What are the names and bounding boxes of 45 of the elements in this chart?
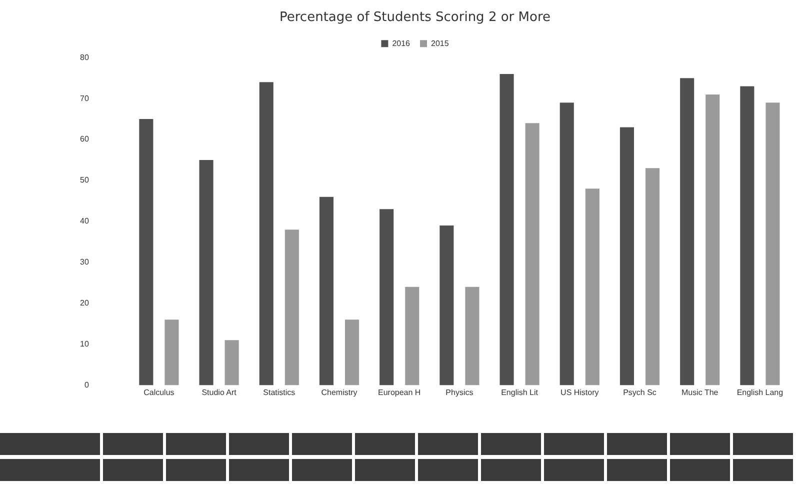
bar (224, 340, 239, 386)
y-tick-label: 20 (80, 298, 90, 308)
y-tick-label: 30 (80, 258, 90, 267)
bar (525, 123, 540, 386)
x-tick-label: Physics (446, 388, 474, 398)
y-tick-label: 60 (80, 134, 90, 144)
bar (706, 94, 720, 386)
bar (139, 119, 154, 386)
y-tick-label: 0 (84, 380, 90, 390)
bar (199, 160, 214, 386)
x-tick-label: US History (560, 388, 599, 398)
bar (740, 86, 754, 386)
bar (645, 168, 660, 386)
y-tick-label: 70 (80, 94, 90, 103)
x-tick-label: English Lang (736, 388, 784, 398)
bar (585, 188, 600, 386)
y-tick-label: 40 (80, 216, 90, 226)
x-tick-label: Statistics (263, 388, 296, 398)
chart-title: Percentage of Students Scoring 2 or More (279, 10, 551, 26)
legend-label: 2016 (392, 38, 411, 48)
bar (766, 102, 780, 386)
x-tick-label: European H (378, 388, 421, 398)
bar (405, 286, 420, 386)
x-tick-label: Chemistry (321, 388, 358, 398)
bar (284, 230, 299, 386)
bar (259, 82, 274, 386)
x-tick-label: Calculus (144, 388, 174, 398)
bar (560, 102, 574, 386)
bar (380, 209, 394, 386)
x-tick-label: Music The (681, 388, 719, 398)
bar (440, 225, 454, 386)
x-tick-label: Psych Sc (623, 388, 656, 398)
bar (680, 78, 694, 386)
y-tick-label: 10 (80, 339, 90, 348)
bar (500, 74, 514, 386)
bar (344, 320, 360, 386)
y-tick-label: 80 (80, 52, 90, 62)
y-tick-label: 50 (80, 176, 90, 185)
bar (319, 196, 334, 386)
legend-label: 2015 (431, 38, 450, 48)
bar (620, 127, 634, 386)
x-tick-label: Studio Art (202, 388, 238, 398)
bar (164, 320, 179, 386)
bar (465, 286, 480, 386)
x-tick-label: English Lit (501, 388, 539, 398)
